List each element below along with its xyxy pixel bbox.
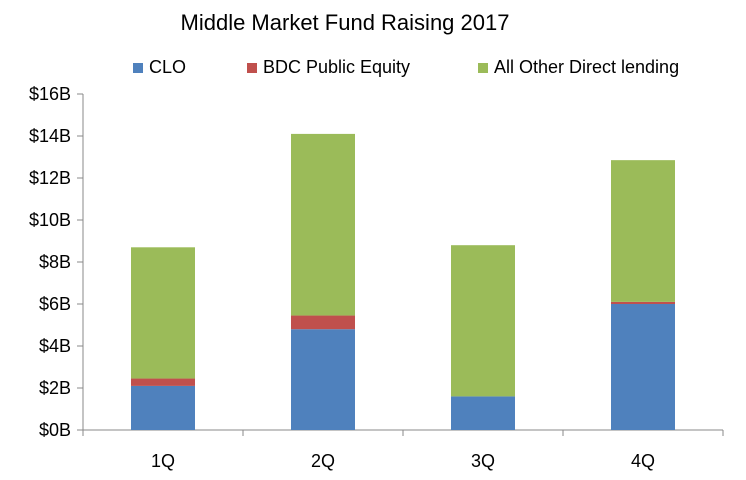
legend-item: CLO [133,57,186,77]
x-axis-ticks: 1Q 2Q 3Q 4Q [82,430,724,471]
legend-item: BDC Public Equity [247,57,410,77]
legend-label: BDC Public Equity [263,57,410,77]
bar-segment-clo [131,385,195,430]
y-tick-label: $14B [29,126,71,146]
bars [131,133,675,430]
y-tick-label: $12B [29,168,71,188]
bar-segment-clo [451,396,515,430]
legend-item: All Other Direct lending [478,57,679,77]
y-axis-ticks: $0B $2B $4B $6B $8B $10B $12B $14B $16B [29,84,83,440]
bar-segment-clo [291,329,355,430]
chart-title: Middle Market Fund Raising 2017 [181,10,510,35]
y-tick-label: $4B [39,336,71,356]
legend-label: All Other Direct lending [494,57,679,77]
x-tick-label: 2Q [311,451,335,471]
bar-segment-bdc-public-equity [131,378,195,386]
bar-segment-bdc-public-equity [291,315,355,330]
bar-segment-all-other-direct-lending [291,133,355,316]
x-tick-label: 3Q [471,451,495,471]
legend-swatch [478,63,488,73]
legend-swatch [247,63,257,73]
y-tick-label: $2B [39,378,71,398]
bar-segment-bdc-public-equity [611,301,675,304]
bar-segment-all-other-direct-lending [131,247,195,379]
legend: CLO BDC Public Equity All Other Direct len… [133,57,679,77]
y-tick-label: $16B [29,84,71,104]
y-tick-label: $0B [39,420,71,440]
y-tick-label: $8B [39,252,71,272]
x-tick-label: 1Q [151,451,175,471]
legend-label: CLO [149,57,186,77]
x-tick-label: 4Q [631,451,655,471]
y-tick-label: $6B [39,294,71,314]
bar-segment-clo [611,304,675,430]
bar-segment-all-other-direct-lending [451,245,515,397]
bar-segment-all-other-direct-lending [611,160,675,302]
legend-swatch [133,63,143,73]
y-tick-label: $10B [29,210,71,230]
